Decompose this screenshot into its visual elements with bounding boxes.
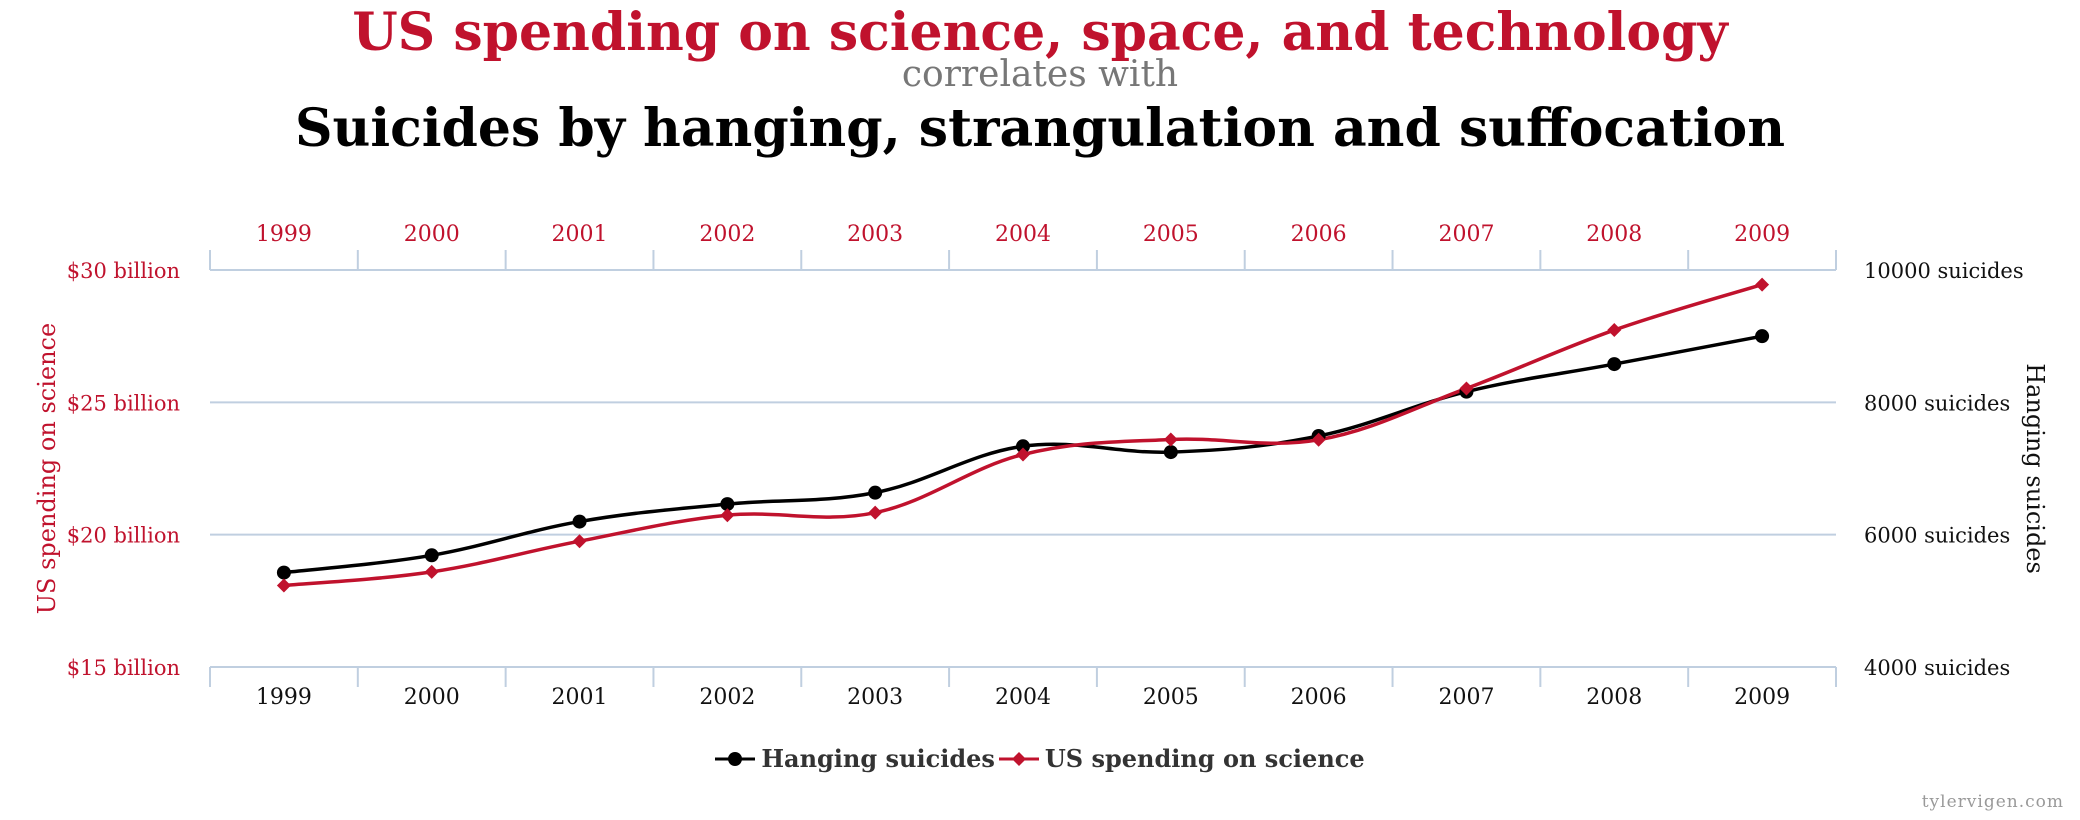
data-point [1016,447,1030,462]
data-point [1607,323,1622,338]
bottom-x-tick-label: 2006 [1291,685,1347,710]
right-axis-title: Hanging suicides [2021,363,2049,574]
legend-label: US spending on science [1044,744,1365,773]
data-point [1755,329,1770,344]
bottom-x-tick-label: 2008 [1586,685,1642,710]
credit-text: tylervigen.com [1921,792,2064,812]
top-x-tick-label: 2004 [995,222,1051,247]
data-point [1607,357,1622,372]
y-axes: $30 billion $25 billion $20 billion $15 bil… [33,259,2049,680]
data-point [1459,381,1474,396]
top-x-tick-label: 1999 [256,222,312,247]
right-y-tick-label: 10000 suicides [1864,259,2024,283]
top-x-tick-label: 2007 [1438,222,1494,247]
left-y-tick-label: $30 billion [67,259,180,283]
top-x-tick-label: 2000 [404,222,460,247]
chart-title-secondary: Suicides by hanging, strangulation and s… [294,98,1786,159]
bottom-x-tick-label: 2000 [404,685,460,710]
data-point [868,485,883,500]
bottom-x-tick-label: 2007 [1438,685,1494,710]
data-point [720,508,735,523]
data-point [276,578,291,593]
bottom-x-tick-label: 2004 [995,685,1051,710]
grid-lines [210,269,1836,668]
data-point [424,564,439,579]
data-point [1016,439,1030,454]
left-y-tick-label: $15 billion [67,656,180,680]
top-x-tick-label: 2005 [1143,222,1199,247]
left-y-tick-label: $20 billion [67,524,180,548]
bottom-x-tick-label: 1999 [256,685,312,710]
chart-subtitle: correlates with [901,54,1179,95]
data-point [424,548,439,563]
legend-item-hanging-suicides[interactable]: Hanging suicides [715,744,995,773]
top-x-tick-label: 2003 [847,222,903,247]
bottom-x-tick-label: 2005 [1143,685,1199,710]
left-axis-title: US spending on science [33,323,61,614]
top-x-tick-label: 2009 [1734,222,1790,247]
legend-label: Hanging suicides [761,744,995,773]
series-lines [283,282,1763,588]
data-point [868,505,883,520]
x-axes: 1999 1999 2000 2000 2001 2001 2002 2002 2003 2003… [209,222,1837,710]
series-markers [276,277,1770,593]
top-x-tick-label: 2006 [1291,222,1347,247]
right-y-tick-label: 4000 suicides [1864,656,2010,680]
bottom-x-tick-label: 2003 [847,685,903,710]
data-point [1163,445,1178,460]
top-x-tick-label: 2008 [1586,222,1642,247]
data-point [1163,432,1178,447]
legend-line-diamond-icon [998,751,1039,766]
series-line-us-spending-on-science [283,282,1763,588]
data-point [276,565,291,580]
data-point [1755,277,1770,292]
bottom-x-tick-label: 2009 [1734,685,1790,710]
legend: Hanging suicides US spending on science [0,744,2080,773]
legend-line-circle-icon [715,751,756,766]
bottom-x-tick-label: 2002 [699,685,755,710]
left-y-tick-label: $25 billion [67,391,180,415]
legend-item-us-spending[interactable]: US spending on science [998,744,1365,773]
top-x-tick-label: 2001 [552,222,608,247]
right-y-tick-label: 8000 suicides [1864,391,2010,415]
right-y-tick-label: 6000 suicides [1864,524,2010,548]
top-x-tick-label: 2002 [699,222,755,247]
bottom-x-tick-label: 2001 [552,685,608,710]
data-point [572,534,587,549]
data-point [1311,432,1326,447]
data-point [720,497,735,512]
chart-title: US spending on science, space, and techn… [352,2,1728,63]
data-point [572,514,587,529]
